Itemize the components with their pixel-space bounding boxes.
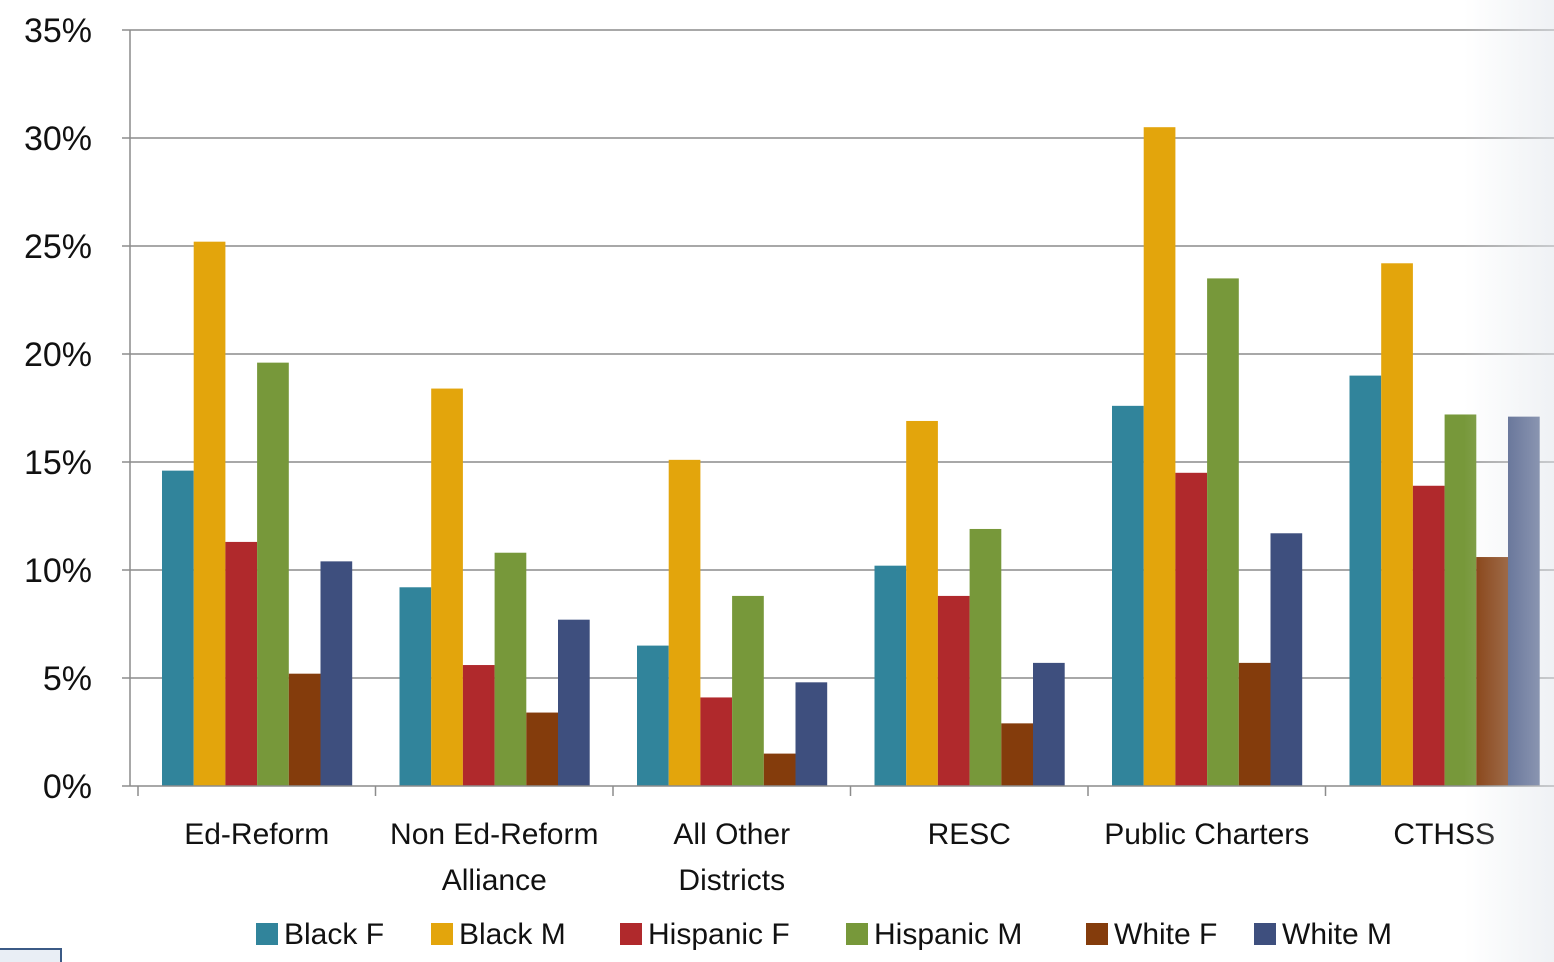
gridlines (130, 29, 1554, 679)
y-tick-label: 35% (24, 12, 92, 50)
category-label: Alliance (442, 864, 547, 897)
y-tick-label: 0% (43, 768, 92, 806)
legend-label: Hispanic F (648, 918, 790, 951)
y-tick-label: 10% (24, 552, 92, 590)
legend-label: White F (1114, 918, 1217, 951)
bar (1143, 127, 1176, 786)
y-tick-label: 15% (24, 444, 92, 482)
category-label: All Other (673, 818, 790, 851)
bar (1270, 533, 1303, 786)
bar (700, 697, 733, 786)
legend-label: Black M (459, 918, 566, 951)
bar (969, 528, 1002, 786)
y-tick-label: 20% (24, 336, 92, 374)
category-label: Non Ed-Reform (390, 818, 598, 851)
bar (1175, 472, 1208, 786)
legend: Black F Black M Hispanic F Hispanic M White … (256, 918, 1392, 951)
bar (1476, 557, 1508, 786)
category-label: RESC (928, 818, 1011, 851)
y-tick-label: 5% (43, 660, 92, 698)
bar (162, 470, 194, 786)
bars (162, 127, 1540, 786)
category-label: Ed-Reform (184, 818, 329, 851)
bar (1349, 375, 1382, 786)
bar (1238, 662, 1271, 786)
bar (462, 665, 495, 786)
bar (668, 459, 701, 786)
bar (1381, 263, 1413, 786)
bar (732, 595, 764, 786)
bar (1412, 485, 1445, 786)
legend-label: Hispanic M (874, 918, 1022, 951)
bar (257, 362, 289, 786)
bar (637, 645, 669, 786)
bar (1001, 723, 1033, 786)
bar (874, 565, 907, 786)
y-axis: 0% 5% 10% 15% 20% 25% 30% 35% (24, 12, 131, 806)
x-axis: Ed-Reform Non Ed-Reform Alliance All Other D… (130, 785, 1554, 897)
bar (1508, 416, 1540, 786)
bar (288, 673, 321, 786)
y-tick-label: 25% (24, 228, 92, 266)
legend-swatch (620, 923, 642, 945)
bar (193, 241, 226, 786)
bar (431, 388, 463, 786)
bar (906, 420, 938, 786)
legend-swatch (1086, 923, 1108, 945)
bar (1207, 278, 1239, 786)
bar (1444, 414, 1477, 786)
bar (1033, 662, 1065, 786)
legend-label: White M (1282, 918, 1392, 951)
bar (225, 541, 258, 786)
legend-swatch (1254, 923, 1276, 945)
bar (320, 561, 353, 786)
bar (937, 595, 970, 786)
legend-label: Black F (284, 918, 384, 951)
y-tick-label: 30% (24, 120, 92, 158)
bar (526, 712, 558, 786)
bar (1112, 405, 1144, 786)
legend-swatch (256, 923, 278, 945)
category-label: Districts (678, 864, 785, 897)
category-label: Public Charters (1104, 818, 1309, 851)
legend-swatch (846, 923, 868, 945)
bar (558, 619, 590, 786)
bar (795, 682, 828, 786)
legend-swatch (431, 923, 453, 945)
category-label: CTHSS (1393, 818, 1495, 851)
corner-logo-fragment (0, 948, 62, 962)
bar (763, 753, 796, 786)
bar (494, 552, 527, 786)
bar (399, 587, 432, 786)
